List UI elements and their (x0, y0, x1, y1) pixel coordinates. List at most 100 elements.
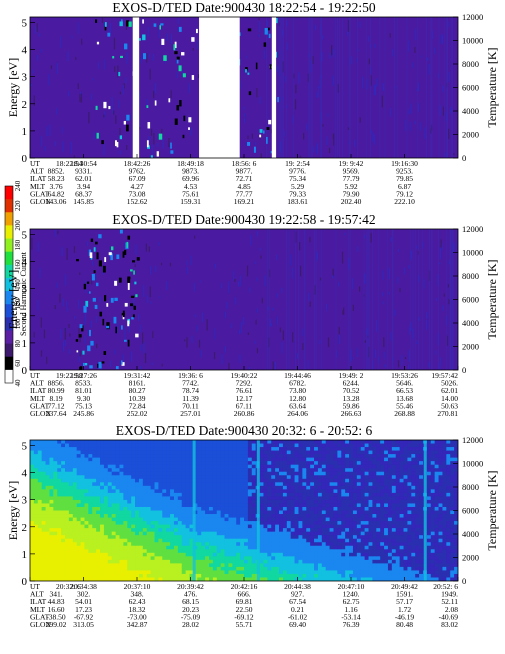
noise-pixel (168, 138, 169, 147)
heat-cell (248, 507, 252, 511)
heat-cell (49, 461, 53, 465)
heat-cell (38, 444, 42, 448)
heat-cell (151, 489, 155, 493)
heat-cell (186, 489, 190, 493)
heat-cell (57, 444, 61, 448)
heat-cell (232, 475, 236, 479)
heat-cell (240, 500, 244, 504)
streak (417, 17, 418, 158)
heat-cell (38, 486, 42, 490)
noise-pixel (34, 332, 35, 337)
heat-cell (298, 440, 302, 444)
heat-cell (135, 528, 139, 532)
heat-cell (283, 472, 287, 476)
heat-cell (158, 447, 162, 451)
heat-cell (108, 465, 112, 469)
heat-cell (38, 570, 42, 574)
heat-cell (369, 539, 373, 543)
heat-cell (345, 493, 349, 497)
heat-cell (252, 528, 256, 532)
heat-cell (221, 486, 225, 490)
heat-cell (119, 444, 123, 448)
heat-cell (236, 475, 240, 479)
heat-cell (209, 521, 213, 525)
heat-cell (407, 486, 411, 490)
heat-cell (248, 496, 252, 500)
heat-cell (170, 440, 174, 444)
heat-cell (34, 468, 38, 472)
streak (372, 229, 373, 370)
heat-cell (174, 489, 178, 493)
heat-cell (314, 521, 318, 525)
heat-cell (353, 447, 357, 451)
heat-cell (411, 556, 415, 560)
noise-pixel (60, 36, 61, 48)
heat-cell (275, 486, 279, 490)
heat-cell (404, 567, 408, 571)
heat-cell (228, 451, 232, 455)
heat-cell (61, 493, 65, 497)
heat-cell (287, 472, 291, 476)
heat-cell (53, 493, 57, 497)
heat-cell (330, 542, 334, 546)
heat-cell (38, 549, 42, 553)
heat-cell (42, 461, 46, 465)
noise-pixel (270, 319, 271, 327)
heat-cell (92, 500, 96, 504)
heat-cell (380, 489, 384, 493)
noise-pixel (408, 40, 409, 51)
heat-cell (221, 493, 225, 497)
heat-cell (213, 479, 217, 483)
heat-cell (369, 567, 373, 571)
heat-cell (248, 532, 252, 536)
heat-cell (372, 500, 376, 504)
heat-cell (263, 549, 267, 553)
feature-pixel (122, 313, 125, 315)
noise-pixel (277, 316, 278, 324)
heat-cell (330, 567, 334, 571)
heat-cell (135, 440, 139, 444)
heat-cell (61, 532, 65, 536)
heat-cell (116, 496, 120, 500)
heat-cell (388, 489, 392, 493)
heat-cell (155, 567, 159, 571)
heat-cell (260, 468, 264, 472)
heat-cell (252, 503, 256, 507)
heat-cell (240, 482, 244, 486)
heat-cell (170, 507, 174, 511)
heat-cell (392, 574, 396, 578)
heat-cell (236, 503, 240, 507)
heat-cell (213, 518, 217, 522)
heat-cell (349, 570, 353, 574)
heat-cell (337, 563, 341, 567)
heat-cell (263, 458, 267, 462)
heat-cell (46, 556, 50, 560)
heat-cell (260, 539, 264, 543)
heat-cell (271, 528, 275, 532)
heat-cell (228, 532, 232, 536)
heat-cell (209, 447, 213, 451)
heat-cell (162, 539, 166, 543)
heat-cell (380, 556, 384, 560)
heat-cell (326, 507, 330, 511)
heat-cell (263, 475, 267, 479)
heat-cell (162, 500, 166, 504)
heat-cell (77, 560, 81, 564)
heat-cell (213, 567, 217, 571)
heat-cell (357, 489, 361, 493)
heat-cell (376, 486, 380, 490)
heat-cell (369, 521, 373, 525)
heat-cell (127, 567, 131, 571)
heat-cell (252, 451, 256, 455)
heat-cell (263, 542, 267, 546)
heat-cell (232, 496, 236, 500)
heat-cell (135, 489, 139, 493)
heat-cell (295, 528, 299, 532)
heat-cell (166, 570, 170, 574)
heat-cell (252, 479, 256, 483)
heat-cell (186, 549, 190, 553)
heat-cell (392, 553, 396, 557)
heat-cell (267, 518, 271, 522)
heat-cell (209, 489, 213, 493)
heat-cell (232, 574, 236, 578)
